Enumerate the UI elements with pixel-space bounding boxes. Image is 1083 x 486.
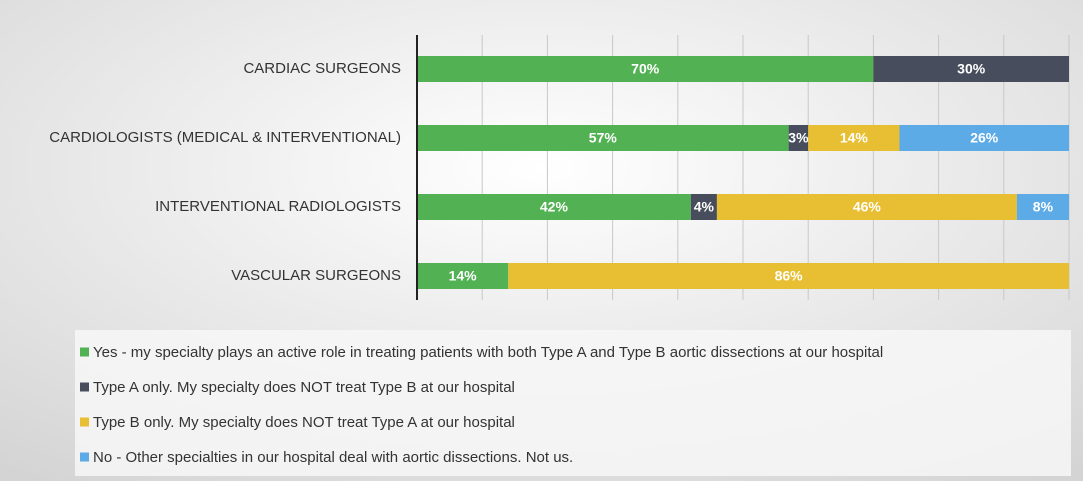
- bar-segment: [899, 125, 1069, 151]
- value-label: 26%: [970, 130, 999, 146]
- value-label: 46%: [853, 199, 882, 215]
- y-tick-label: VASCULAR SURGEONS: [231, 267, 401, 284]
- y-tick-label: CARDIOLOGISTS (MEDICAL & INTERVENTIONAL): [49, 129, 401, 146]
- value-label: 8%: [1033, 199, 1054, 215]
- y-tick-label: INTERVENTIONAL RADIOLOGISTS: [155, 198, 401, 215]
- legend-label: No - Other specialties in our hospital d…: [93, 449, 573, 466]
- value-label: 42%: [540, 199, 569, 215]
- bar-segment: [690, 194, 717, 220]
- value-label: 3%: [788, 130, 809, 146]
- bar-segment: [1016, 194, 1069, 220]
- bar-segment: [417, 194, 691, 220]
- bar-segment: [417, 263, 509, 289]
- legend-box: [75, 330, 1071, 476]
- value-label: 57%: [589, 130, 618, 146]
- bar-segment: [716, 194, 1017, 220]
- legend-label: Type B only. My specialty does NOT treat…: [93, 414, 515, 431]
- value-label: 14%: [840, 130, 869, 146]
- bar-segment: [417, 125, 789, 151]
- legend-swatch: [80, 347, 89, 357]
- legend-label: Type A only. My specialty does NOT treat…: [93, 379, 515, 396]
- legend-label: Yes - my specialty plays an active role …: [93, 344, 883, 361]
- value-label: 14%: [449, 268, 478, 284]
- value-label: 86%: [775, 268, 804, 284]
- bar-segment: [417, 56, 874, 82]
- value-label: 4%: [694, 199, 715, 215]
- value-label: 30%: [957, 61, 986, 77]
- value-label: 70%: [631, 61, 660, 77]
- legend-swatch: [80, 382, 89, 392]
- bar-segment: [508, 263, 1069, 289]
- y-tick-label: CARDIAC SURGEONS: [243, 60, 401, 77]
- bar-segment: [808, 125, 900, 151]
- bar-segment: [873, 56, 1069, 82]
- bar-segment: [788, 125, 809, 151]
- legend-swatch: [80, 417, 89, 427]
- legend-swatch: [80, 452, 89, 462]
